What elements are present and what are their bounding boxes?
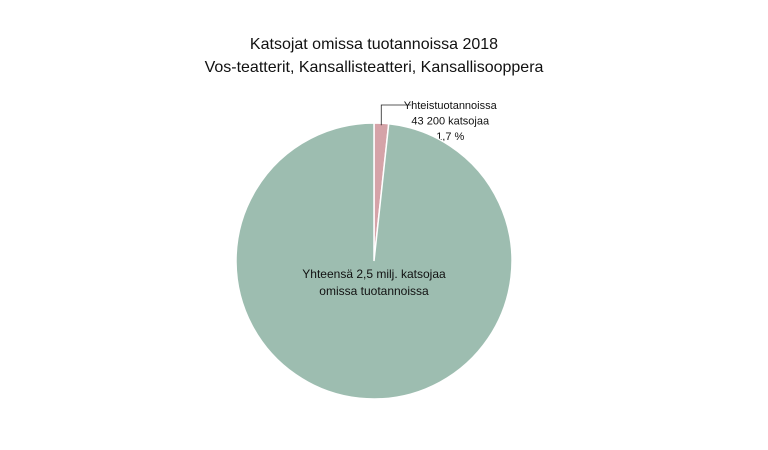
slice-label: 43 200 katsojaa [411, 115, 490, 127]
slice-label: Yhteistuotannoissa [404, 100, 498, 112]
value-label: 1,7 % [436, 131, 464, 143]
chart-subtitle: Vos-teatterit, Kansallisteatteri, Kansal… [205, 59, 544, 76]
slice-label: omissa tuotannoissa [319, 284, 429, 298]
pie-slice [235, 122, 513, 400]
chart-title: Katsojat omissa tuotannoissa 2018 [250, 36, 498, 53]
slice-label: Yhteensä 2,5 milj. katsojaa [302, 267, 446, 281]
leader-line [380, 104, 412, 126]
